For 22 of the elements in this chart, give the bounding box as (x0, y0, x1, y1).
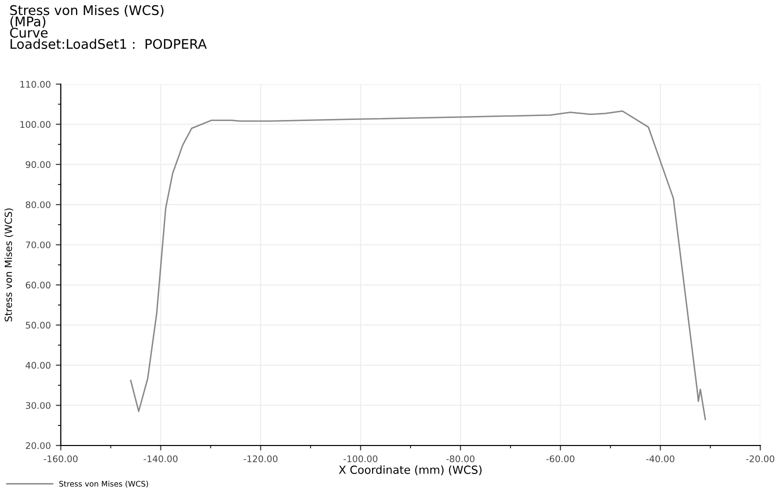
y-tick-label: 40.00 (26, 362, 50, 369)
x-tick-label: -60.00 (546, 455, 574, 462)
y-tick-label: 50.00 (26, 322, 50, 329)
y-tick-label: 70.00 (26, 241, 50, 248)
y-tick-label: 100.00 (20, 121, 50, 128)
x-tick-label: -80.00 (446, 455, 474, 462)
x-tick-label: -140.00 (144, 455, 178, 462)
x-tick-label: -160.00 (44, 455, 78, 462)
chart-title: Stress von Mises (WCS) (MPa) Curve Loadset:LoadSet1 : PODPERA (10, 4, 207, 49)
y-tick-label: 60.00 (26, 282, 50, 288)
y-tick-label: 90.00 (26, 161, 50, 168)
x-axis-title: X Coordinate (mm) (WCS) (338, 465, 482, 476)
y-tick-label: 80.00 (26, 201, 50, 208)
x-tick-label: -100.00 (344, 455, 378, 462)
line-series (130, 110, 706, 420)
y-tick-label: 110.00 (20, 80, 50, 88)
x-tick-label: -120.00 (244, 455, 278, 462)
y-tick-label: 20.00 (26, 442, 50, 450)
x-tick-label: -20.00 (746, 455, 774, 462)
y-axis-title: Stress von Mises (WCS) (4, 208, 14, 322)
y-tick-label: 30.00 (26, 402, 50, 409)
x-tick-label: -40.00 (646, 455, 674, 462)
